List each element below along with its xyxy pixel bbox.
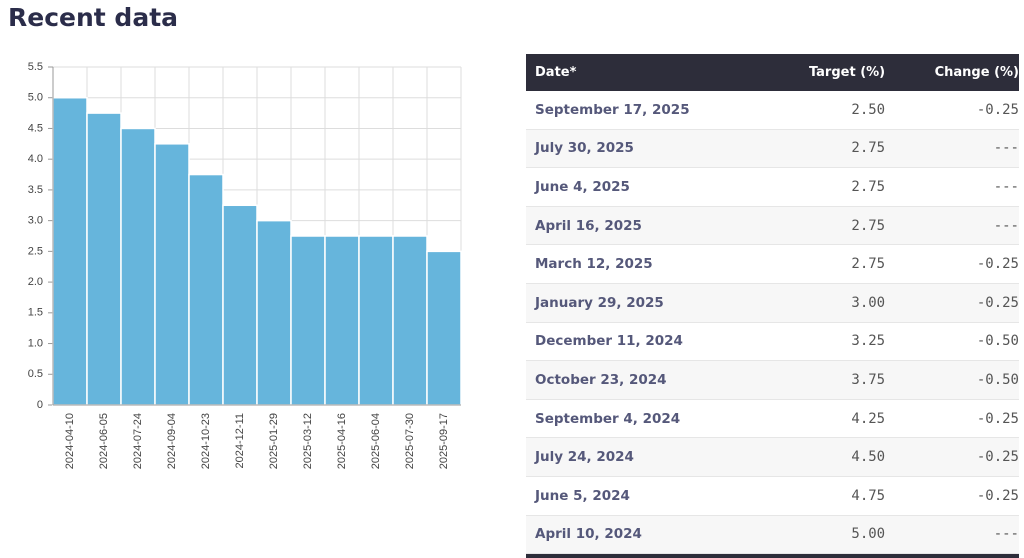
table-cell: 2.75 [851, 140, 886, 157]
table-row: January 29, 2025 3.00 -0.25 [526, 283, 1019, 323]
rates-table: Date* Target (%) Change (%) September 17, 2… [526, 54, 1019, 558]
x-tick-label: 2025-06-04 [370, 413, 382, 469]
table-row: October 23, 2024 3.75 -0.50 [526, 361, 1019, 400]
bar [392, 235, 428, 406]
table-cell: June 4, 2025 [535, 178, 630, 195]
x-tick-label: 2024-04-10 [64, 413, 76, 469]
table-cell: 3.00 [851, 294, 886, 311]
table-cell: July 30, 2025 [535, 140, 634, 157]
y-tick-label: 1.0 [28, 337, 43, 349]
table-cell: July 24, 2024 [535, 449, 634, 466]
x-tick-label: 2025-04-16 [336, 413, 348, 469]
table-cell: -0.50 [976, 371, 1019, 388]
y-tick-label: 0 [37, 399, 43, 411]
table-cell: 3.75 [851, 371, 886, 388]
y-tick-label: 5.0 [28, 92, 43, 104]
table-cell: 2.75 [851, 256, 886, 273]
y-tick-label: 0.5 [28, 368, 43, 380]
table-cell: September 4, 2024 [535, 410, 681, 427]
table-cell: -0.25 [976, 410, 1019, 427]
bar [52, 96, 88, 406]
header-cell: Change (%) [934, 65, 1019, 80]
bar [256, 219, 292, 406]
table-cell: September 17, 2025 [535, 101, 690, 118]
table-cell: March 12, 2025 [535, 256, 653, 273]
table-cell: --- [993, 526, 1019, 543]
header-cell: Date* [535, 65, 577, 80]
y-tick-label: 1.5 [28, 307, 43, 319]
y-tick-label: 2.0 [28, 276, 43, 288]
table-cell: 2.75 [851, 178, 886, 195]
table-cell: 4.50 [851, 449, 886, 466]
table-row: June 5, 2024 4.75 -0.25 [526, 477, 1019, 516]
x-tick-label: 2025-07-30 [404, 413, 416, 469]
table-cell: --- [993, 217, 1019, 234]
bar [188, 173, 224, 406]
y-tick-label: 4.0 [28, 153, 43, 165]
bar [358, 235, 394, 406]
x-tick-label: 2024-12-11 [234, 413, 246, 468]
table-cell: 2.75 [851, 217, 886, 234]
table-cell: -0.25 [976, 487, 1019, 504]
y-tick-label: 5.5 [28, 61, 43, 73]
table-row: March 12, 2025 2.75 -0.25 [526, 245, 1019, 284]
table-cell: 3.25 [851, 333, 886, 350]
table-row: June 4, 2025 2.75 --- [526, 168, 1019, 207]
bar [86, 112, 122, 406]
table-row: April 16, 2025 2.75 --- [526, 206, 1019, 246]
y-tick-label: 2.5 [28, 245, 43, 257]
x-tick-label: 2025-03-12 [302, 413, 314, 469]
table-row: July 30, 2025 2.75 --- [526, 129, 1019, 169]
table-cell: December 11, 2024 [535, 333, 683, 350]
table-cell: -0.25 [976, 256, 1019, 273]
bar [154, 143, 190, 406]
bar [120, 127, 156, 406]
table-cell: June 5, 2024 [535, 487, 630, 504]
table-cell: 4.25 [851, 410, 886, 427]
y-tick-label: 3.5 [28, 184, 43, 196]
bar [222, 204, 258, 406]
x-tick-label: 2024-09-04 [166, 413, 178, 469]
table-cell: 4.75 [851, 487, 886, 504]
table-cell: --- [993, 178, 1019, 195]
table-cell: October 23, 2024 [535, 371, 667, 388]
x-tick-label: 2024-06-05 [98, 413, 110, 469]
table-cell: 2.50 [851, 101, 886, 118]
table-cell: April 16, 2025 [535, 217, 642, 234]
table-row: April 10, 2024 5.00 --- [526, 515, 1019, 555]
bar [426, 250, 462, 406]
chart: 0 0.5 1.0 1.5 2.0 2.5 3.0 3.5 4.0 4.5 5.0 5.5 2024-0… [28, 61, 462, 469]
table-cell: -0.25 [976, 101, 1019, 118]
table-row: September 17, 2025 2.50 -0.25 [526, 91, 1019, 130]
table-cell: -0.50 [976, 333, 1019, 350]
bar [324, 235, 360, 406]
table-cell: -0.25 [976, 294, 1019, 311]
table-cell: --- [993, 140, 1019, 157]
x-tick-label: 2025-09-17 [438, 413, 450, 469]
x-tick-label: 2024-07-24 [132, 413, 144, 469]
header-cell: Target (%) [808, 65, 886, 80]
table-header: Date* Target (%) Change (%) [526, 54, 1019, 91]
bar [290, 235, 326, 406]
table-cell: -0.25 [976, 449, 1019, 466]
table-row: September 4, 2024 4.25 -0.25 [526, 400, 1019, 439]
y-tick-label: 4.5 [28, 122, 43, 134]
y-tick-label: 3.0 [28, 215, 43, 227]
x-tick-label: 2024-10-23 [200, 413, 212, 469]
table-row: December 11, 2024 3.25 -0.50 [526, 323, 1019, 362]
table-cell: January 29, 2025 [535, 294, 664, 311]
page-title: Recent data [8, 3, 179, 32]
table-cell: 5.00 [851, 526, 886, 543]
x-tick-label: 2025-01-29 [268, 413, 280, 469]
table-cell: April 10, 2024 [535, 526, 642, 543]
table-row: July 24, 2024 4.50 -0.25 [526, 438, 1019, 477]
